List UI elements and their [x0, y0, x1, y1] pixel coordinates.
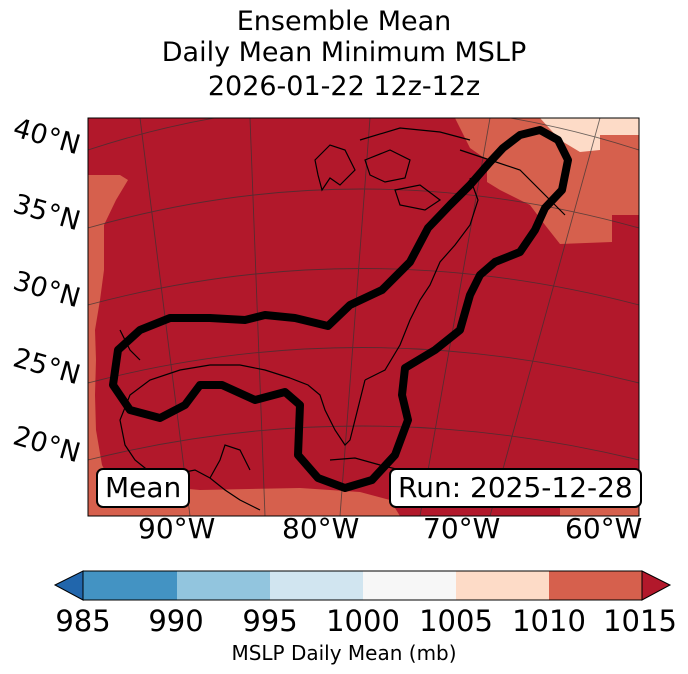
colorbar-bin-990-995: [177, 571, 270, 600]
colorbar-tick-985: 985: [55, 604, 111, 638]
colorbar-bin-1005-1010: [456, 571, 549, 600]
title-line-3: 2026-01-22 12z-12z: [207, 71, 481, 102]
colorbar-tick-990: 990: [148, 604, 204, 638]
colorbar-label: MSLP Daily Mean (mb): [231, 641, 457, 665]
colorbar-tick-1005: 1005: [419, 604, 493, 638]
lon-label-90: 90°W: [138, 512, 216, 545]
run-label: Run: 2025-12-28: [389, 468, 642, 508]
map-frame: [87, 117, 640, 517]
colorbar-tick-1015: 1015: [603, 604, 677, 638]
mslp-contour: [109, 126, 572, 492]
pressure-field-1010-west: [88, 118, 128, 516]
colorbar-bin-985-990: [83, 571, 177, 600]
colorbar-tick-1010: 1010: [512, 604, 586, 638]
mean-label: Mean: [96, 468, 191, 508]
lon-label-70: 70°W: [423, 512, 501, 545]
colorbar-bin-1000-1005: [363, 571, 456, 600]
title-line-1: Ensemble Mean: [236, 6, 452, 37]
title-line-2: Daily Mean Minimum MSLP: [161, 37, 527, 68]
colorbar-bin-1010-1015: [549, 571, 642, 600]
lon-label-60: 60°W: [565, 512, 643, 545]
lon-label-80: 80°W: [282, 512, 360, 545]
colorbar-tick-1000: 1000: [326, 604, 400, 638]
colorbar-extend-low: [53, 570, 84, 601]
colorbar-tick-995: 995: [242, 604, 298, 638]
colorbar-extend-high: [641, 570, 672, 601]
colorbar-bin-995-1000: [270, 571, 363, 600]
